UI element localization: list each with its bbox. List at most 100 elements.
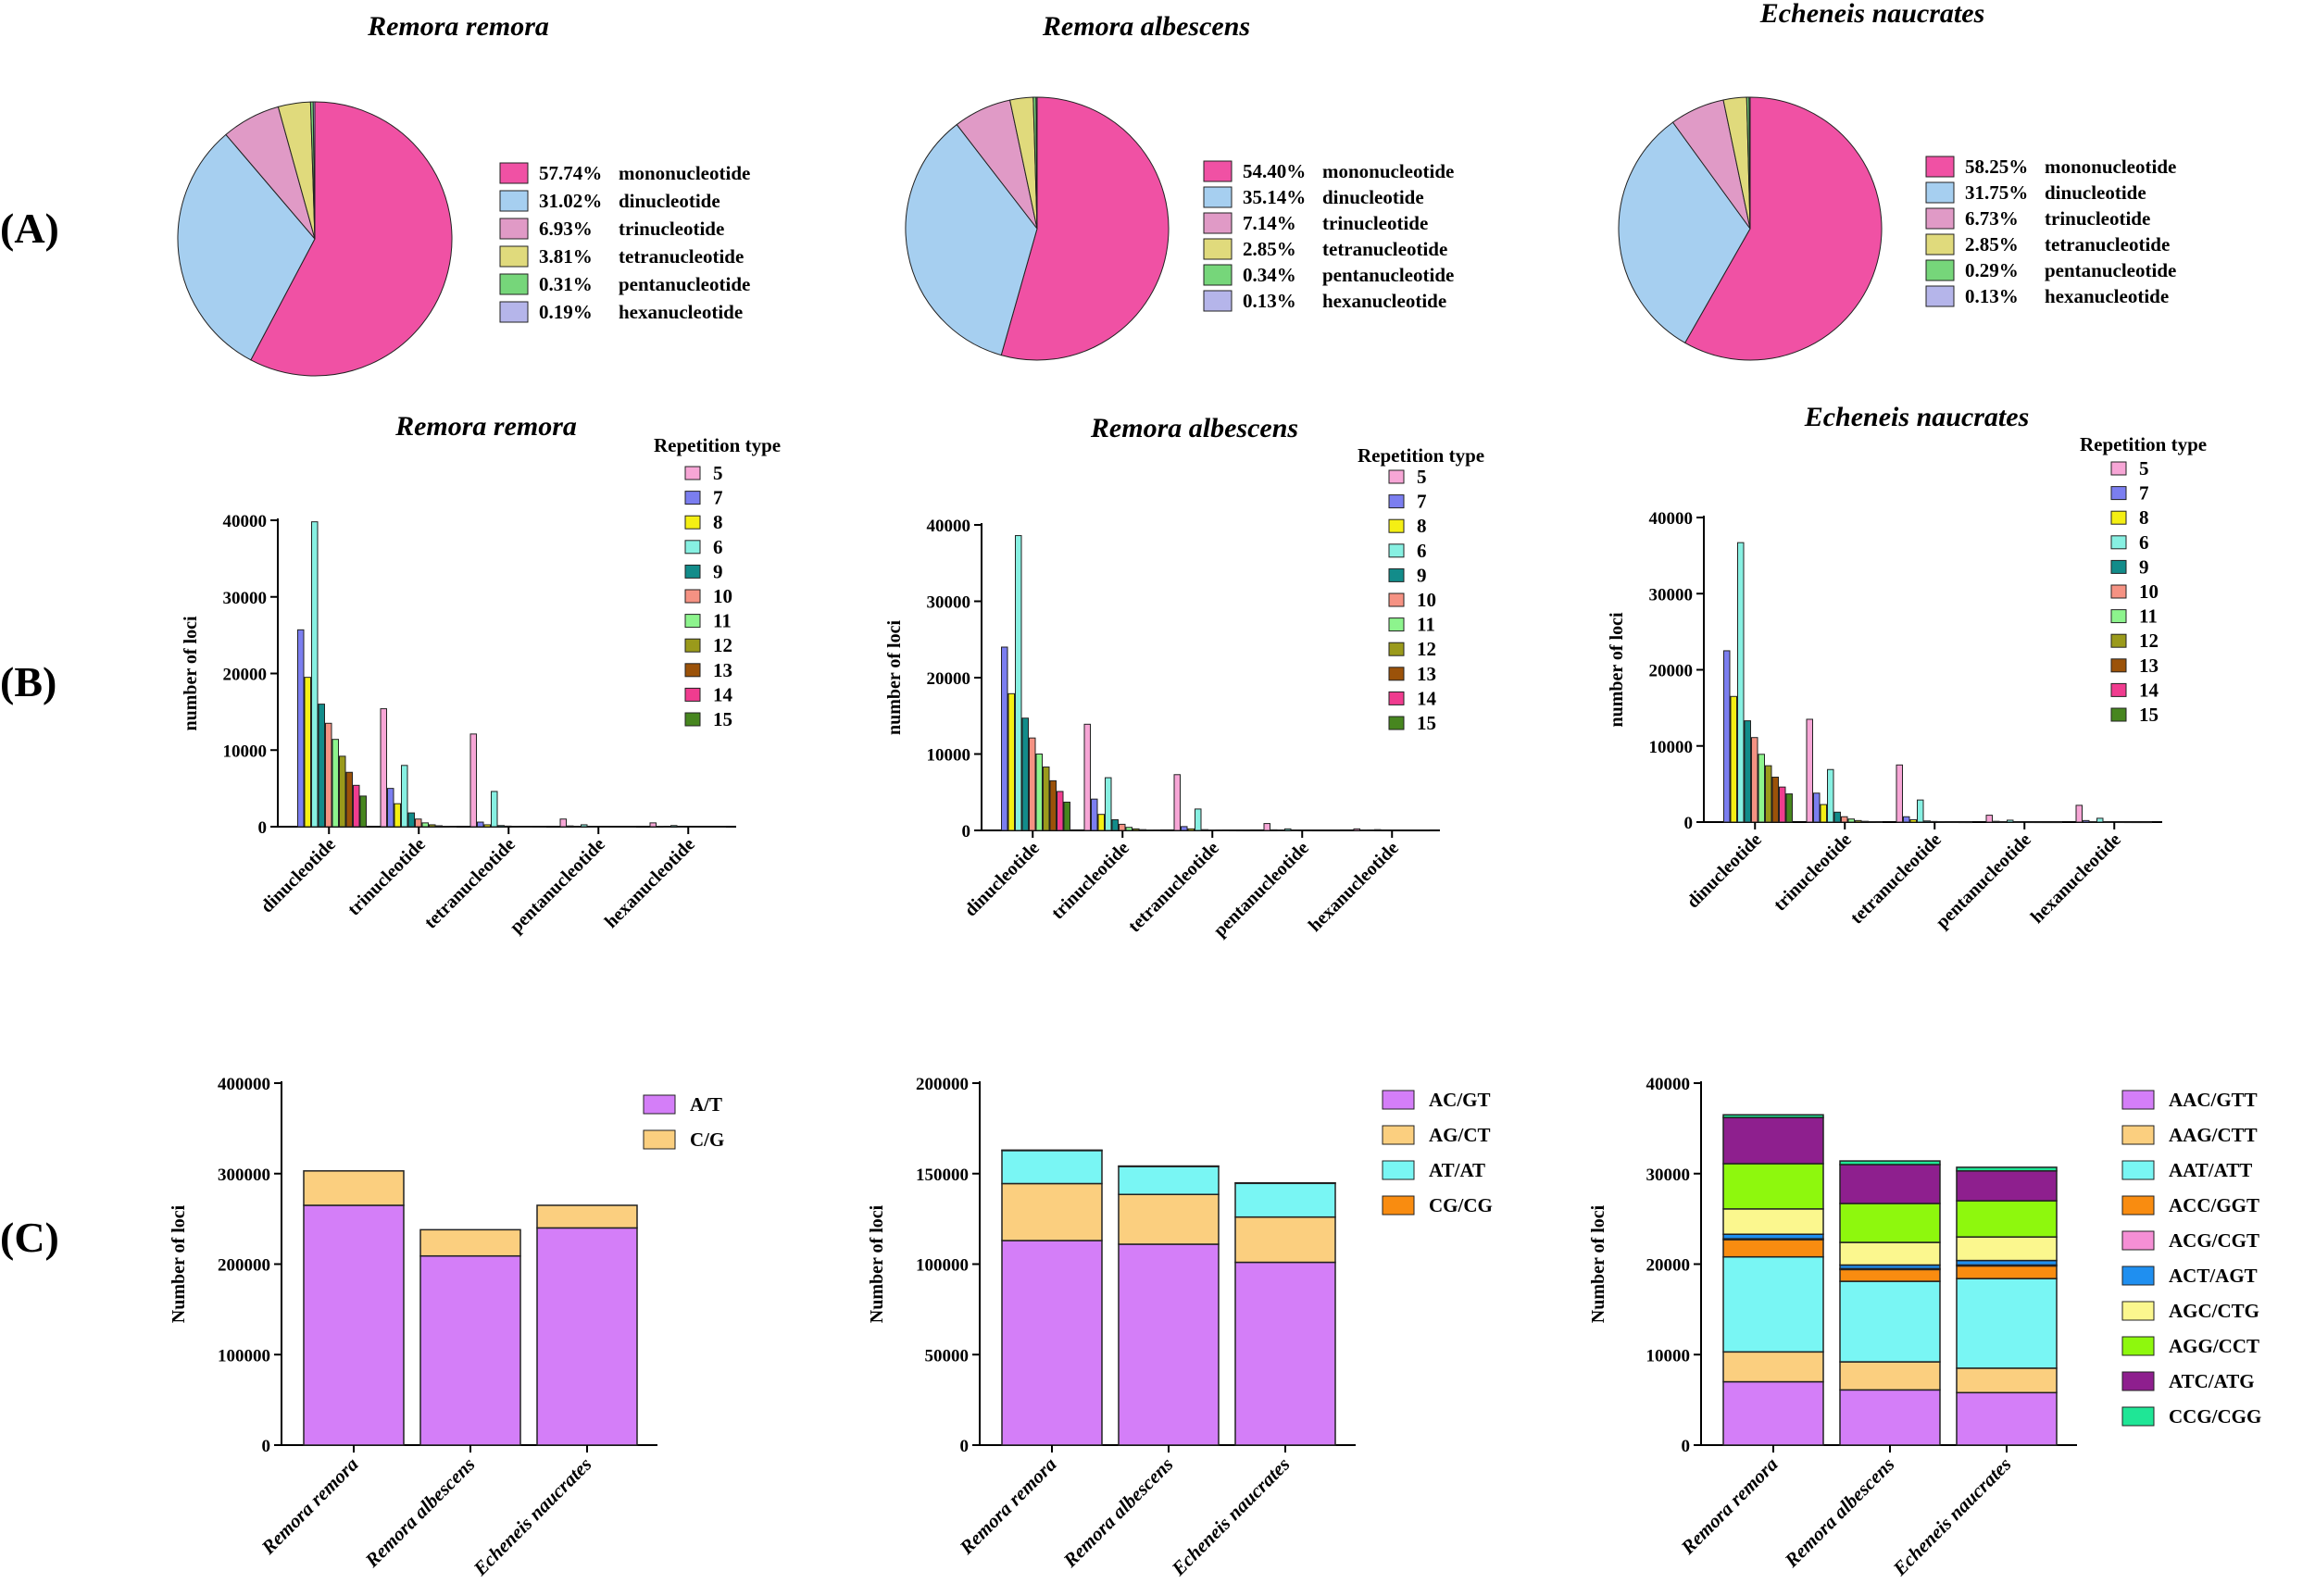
legend-label-AC/GT: AC/GT	[1429, 1089, 1491, 1111]
pie-title: Remora albescens	[1042, 11, 1250, 42]
bar-dinucleotide-8	[1730, 695, 1737, 823]
bar-hexanucleotide-14	[712, 826, 720, 829]
stack-segment-Echeneis naucrates-ACC/GGT	[1956, 1265, 2058, 1279]
pie-legend-label-mononucleotide: mononucleotide	[2045, 156, 2176, 178]
legend-swatch-AAT/ATT	[2121, 1160, 2155, 1180]
legend-label-5: 5	[2139, 457, 2149, 480]
bar-trinucleotide-10	[1119, 823, 1126, 831]
bar-tetranucleotide-8	[1187, 828, 1195, 831]
stack-segment-Remora albescens-AAT/ATT	[1839, 1280, 1941, 1363]
y-tick-label: 10000	[1649, 738, 1694, 757]
bar-tetranucleotide-8	[1909, 819, 1917, 823]
pie-legend-pct-tetranucleotide: 2.85%	[1243, 238, 1296, 260]
bar-hexanucleotide-5	[2075, 804, 2083, 823]
stack-segment-Remora remora-AAG/CTT	[1722, 1351, 1824, 1383]
bar-tetranucleotide-11	[1937, 821, 1945, 823]
y-tick-label: 150000	[916, 1166, 969, 1185]
y-tick-label: 10000	[1646, 1346, 1691, 1365]
legend-label-11: 11	[1417, 614, 1435, 636]
x-tick-label: Remora albescens	[360, 1453, 480, 1573]
bar-pentanucleotide-14	[622, 826, 630, 829]
pie-legend-label-mononucleotide: mononucleotide	[1322, 160, 1454, 182]
bar-dinucleotide-12	[339, 755, 346, 828]
legend-label-10: 10	[1417, 589, 1436, 611]
y-tick-label: 0	[258, 818, 268, 838]
bar-trinucleotide-11	[421, 822, 429, 828]
stack-segment-Remora remora-CG/CG	[1001, 1149, 1103, 1152]
chart-title: Remora albescens	[1090, 413, 1298, 443]
x-tick-label: pentanucleotide	[1932, 829, 2034, 932]
bar-hexanucleotide-11	[2117, 821, 2124, 824]
stack-segment-Remora remora-ACC/GGT	[1722, 1239, 1824, 1258]
bar-pentanucleotide-8	[1277, 829, 1284, 831]
bar-pentanucleotide-5	[1985, 815, 1993, 823]
bar-tetranucleotide-9	[497, 825, 505, 828]
x-tick-label: Remora remora	[257, 1453, 363, 1560]
bar-hexanucleotide-6	[2096, 817, 2104, 823]
pie-legend-pct-mononucleotide: 54.40%	[1243, 160, 1306, 182]
bar-hexanucleotide-12	[2124, 821, 2132, 824]
bar-dinucleotide-8	[304, 677, 311, 828]
bar-tetranucleotide-6	[1195, 808, 1202, 831]
stack-segment-Remora remora-AG/CT	[1001, 1182, 1103, 1241]
pie-legend-pct-mononucleotide: 57.74%	[539, 162, 602, 184]
bar-pentanucleotide-12	[1312, 829, 1320, 832]
bar-dinucleotide-13	[1771, 776, 1779, 823]
bar-tetranucleotide-9	[1201, 829, 1208, 831]
legend-label-8: 8	[713, 511, 723, 533]
y-tick-label: 400000	[218, 1075, 270, 1094]
pie-legend-label-tetranucleotide: tetranucleotide	[2045, 233, 2170, 256]
pie-legend-swatch-pentanucleotide	[1925, 259, 1955, 281]
legend-label-AGC/CTG: AGC/CTG	[2169, 1300, 2259, 1322]
legend-label-13: 13	[2139, 655, 2159, 677]
stack-segment-Remora albescens-AC/GT	[1118, 1243, 1220, 1446]
bar-trinucleotide-10	[415, 818, 422, 828]
pie-legend-label-hexanucleotide: hexanucleotide	[1322, 290, 1446, 312]
legend-label-7: 7	[2139, 482, 2149, 505]
bar-tetranucleotide-11	[511, 826, 519, 828]
bar-trinucleotide-11	[1847, 818, 1855, 823]
stack-segment-Echeneis naucrates-AC/GT	[1234, 1261, 1336, 1446]
bar-tetranucleotide-12	[519, 826, 526, 828]
pie-legend-label-dinucleotide: dinucleotide	[2045, 181, 2146, 204]
pie-legend-pct-trinucleotide: 6.73%	[1965, 207, 2019, 230]
legend-swatch-ATC/ATG	[2121, 1371, 2155, 1391]
stack-segment-Echeneis naucrates-CG/CG	[1234, 1181, 1336, 1185]
stack-segment-Echeneis naucrates-AT/AT	[1234, 1182, 1336, 1218]
x-tick-label: Echeneis naucrates	[469, 1453, 596, 1581]
legend-label-9: 9	[2139, 555, 2149, 578]
bar-dinucleotide-6	[1015, 535, 1022, 831]
legend-label-AG/CT: AG/CT	[1429, 1124, 1491, 1146]
bar-tetranucleotide-10	[505, 825, 512, 828]
bar-tetranucleotide-12	[1222, 829, 1230, 831]
pie-legend-label-trinucleotide: trinucleotide	[1322, 212, 1428, 234]
bar-hexanucleotide-14	[1416, 829, 1423, 832]
pie-legend-pct-tetranucleotide: 2.85%	[1965, 233, 2019, 256]
legend-label-C/G: C/G	[690, 1128, 724, 1151]
legend-swatch-A/T	[643, 1094, 676, 1115]
bar-trinucleotide-15	[449, 826, 457, 828]
chart-title: Remora remora	[394, 411, 577, 442]
pie-legend-swatch-trinucleotide	[499, 218, 529, 240]
stack-segment-Echeneis naucrates-AG/CT	[1234, 1216, 1336, 1264]
stack-segment-Echeneis naucrates-AAC/GTT	[1956, 1391, 2058, 1446]
stack-segment-Echeneis naucrates-AGC/CTG	[1956, 1236, 2058, 1262]
y-tick-label: 20000	[1649, 662, 1694, 681]
bar-tetranucleotide-15	[1965, 821, 1972, 824]
bar-hexanucleotide-7	[2083, 819, 2090, 823]
y-tick-label: 50000	[925, 1346, 970, 1365]
bar-dinucleotide-6	[1737, 542, 1745, 823]
x-tick-label: Echeneis naucrates	[1888, 1453, 2016, 1581]
stack-segment-Echeneis naucrates-ATC/ATG	[1956, 1170, 2058, 1202]
stack-segment-Remora albescens-CCG/CGG	[1839, 1160, 1941, 1166]
legend-swatch-14	[1388, 691, 1405, 705]
stack-segment-Remora albescens-ATC/ATG	[1839, 1164, 1941, 1204]
bar-pentanucleotide-12	[608, 826, 616, 829]
bar-pentanucleotide-8	[573, 826, 581, 828]
bar-trinucleotide-15	[1153, 829, 1160, 831]
bar-dinucleotide-11	[332, 739, 339, 828]
bar-dinucleotide-14	[1779, 786, 1786, 823]
pie-legend-pct-trinucleotide: 6.93%	[539, 218, 593, 240]
bar-tetranucleotide-9	[1923, 820, 1931, 823]
bar-trinucleotide-9	[407, 812, 415, 828]
